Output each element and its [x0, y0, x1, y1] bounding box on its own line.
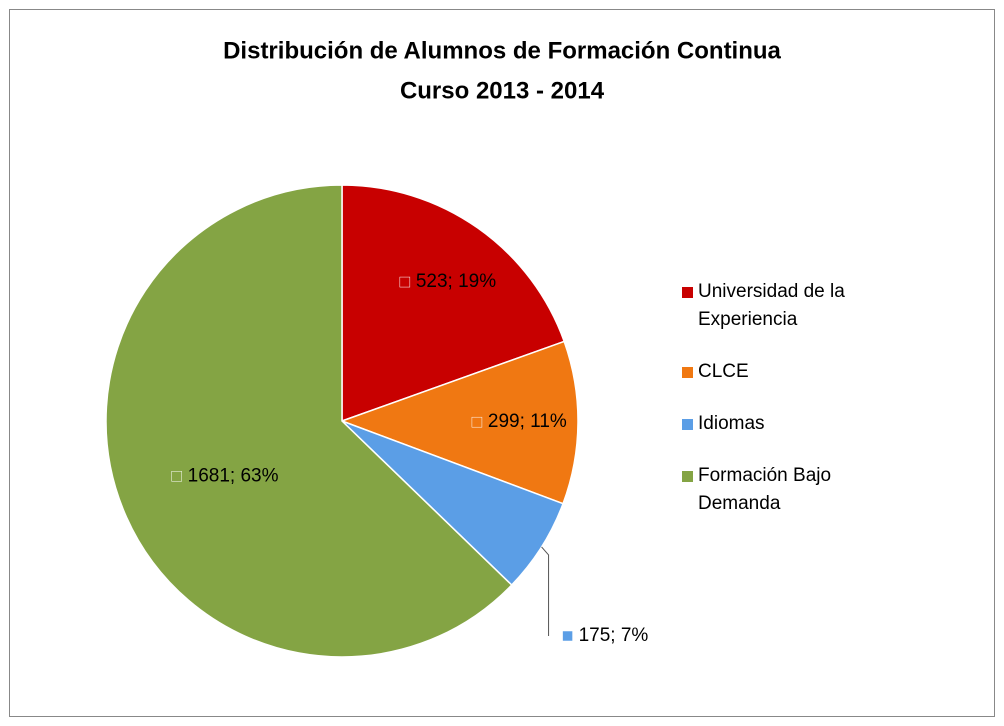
data-label: 175; 7% — [579, 625, 649, 646]
data-label: 1681; 63% — [188, 465, 279, 486]
legend-item: CLCE — [682, 358, 912, 386]
chart-subtitle: Curso 2013 - 2014 — [400, 77, 605, 104]
label-swatch — [562, 630, 573, 642]
legend-label: Idiomas — [698, 413, 765, 434]
chart-frame — [9, 9, 995, 717]
legend-swatch — [682, 471, 693, 482]
data-label: 299; 11% — [488, 411, 567, 432]
pie-slice — [105, 184, 513, 658]
legend-swatch — [682, 287, 693, 298]
leader-line — [541, 546, 550, 636]
chart-title: Distribución de Alumnos de Formación Con… — [223, 37, 781, 64]
label-swatch — [399, 276, 411, 288]
legend-item: Universidad de la Experiencia — [682, 278, 912, 334]
label-swatch — [471, 416, 483, 428]
legend-item: Formación Bajo Demanda — [682, 462, 912, 518]
legend-swatch — [682, 367, 693, 378]
pie-slice — [341, 184, 566, 423]
legend-item: Idiomas — [682, 410, 912, 438]
data-label: 523; 19% — [416, 271, 496, 292]
label-swatch — [171, 471, 182, 482]
legend-label: Universidad de la Experiencia — [698, 281, 845, 330]
legend-label: Formación Bajo Demanda — [698, 465, 832, 514]
legend-swatch — [682, 419, 693, 430]
legend-label: CLCE — [698, 361, 749, 382]
pie-slice — [339, 340, 579, 505]
legend: Universidad de la Experiencia CLCE Idiomas… — [682, 278, 912, 542]
